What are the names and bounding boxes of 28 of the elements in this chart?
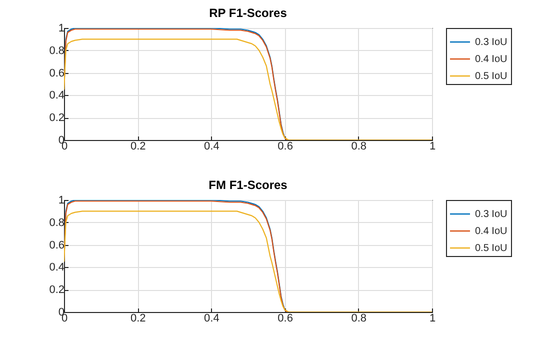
x-tick-label: 0.8 — [351, 312, 367, 324]
legend-label: 0.3 IoU — [475, 37, 508, 48]
y-tick-label: 0.2 — [49, 112, 64, 124]
legend-label: 0.4 IoU — [475, 54, 508, 65]
y-tick-label: 0.4 — [49, 90, 64, 102]
x-tick-label: 0.2 — [130, 312, 146, 324]
chart-title: FM F1-Scores — [208, 178, 288, 192]
x-tick-label: 0.4 — [204, 140, 220, 152]
y-tick-label: 1 — [58, 194, 64, 206]
legend-label: 0.5 IoU — [475, 71, 508, 82]
chart-title: RP F1-Scores — [209, 6, 288, 20]
y-tick-label: 1 — [58, 22, 64, 34]
legend-label: 0.5 IoU — [475, 243, 508, 254]
x-tick-label: 0.6 — [278, 140, 293, 152]
legend-label: 0.3 IoU — [475, 209, 508, 220]
y-tick-label: 0.6 — [49, 67, 64, 80]
y-tick-label: 0.4 — [49, 262, 64, 274]
y-tick-label: 0.2 — [49, 284, 64, 296]
y-tick-label: 0.8 — [49, 216, 64, 229]
x-tick-label: 1 — [429, 140, 436, 152]
x-tick-label: 0.8 — [351, 140, 367, 152]
y-tick-label: 0.6 — [49, 239, 64, 252]
x-tick-label: 0.4 — [204, 312, 220, 324]
x-tick-label: 0.6 — [278, 312, 293, 324]
legend-label: 0.4 IoU — [475, 226, 508, 237]
y-tick-label: 0.8 — [49, 44, 64, 57]
x-tick-label: 0.2 — [130, 140, 146, 152]
x-tick-label: 1 — [429, 312, 436, 324]
